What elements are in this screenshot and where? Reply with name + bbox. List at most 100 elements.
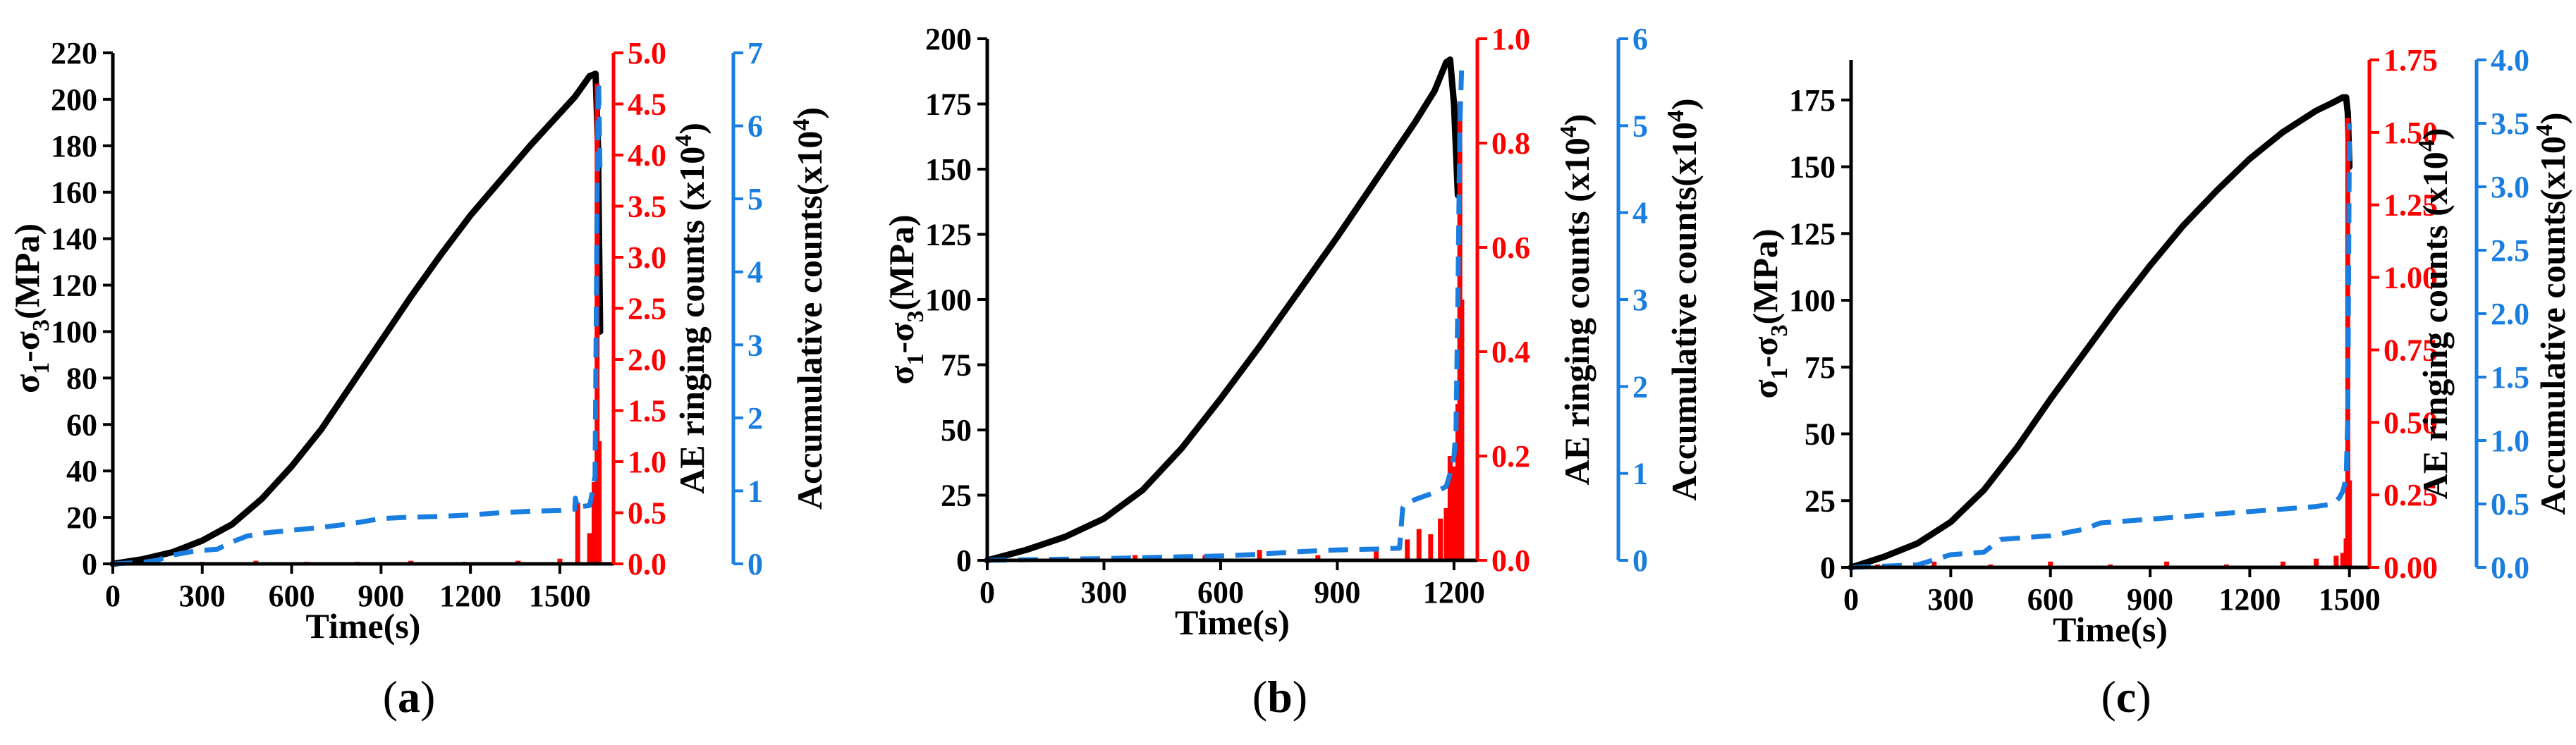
y-left-tick-label: 175 [925, 87, 972, 122]
y-accumulative-tick-label: 2 [1632, 369, 1648, 404]
y-axis-title-stress: σ1-σ3(MPa) [7, 223, 54, 393]
x-tick-label: 0 [979, 575, 995, 610]
x-axis-title: Time(s) [306, 606, 421, 646]
y-axis-title-stress: σ1-σ3(MPa) [1745, 228, 1793, 398]
y-title-part: -σ [1745, 336, 1785, 367]
y-left-tick-label: 180 [51, 129, 97, 164]
panel-label: (b) [1252, 672, 1307, 722]
y-axis-title-ringing: AE ringing counts (x104) [2414, 128, 2455, 500]
y-left-tick-label: 50 [941, 413, 972, 448]
panel-letter: a [398, 672, 420, 722]
y-title-part: σ [7, 374, 47, 393]
y-title-subscript: 3 [28, 319, 54, 331]
x-axis-title: Time(s) [1175, 603, 1290, 642]
y-title-part: σ [1745, 379, 1785, 398]
x-tick-label: 300 [179, 579, 226, 613]
y-accumulative-tick-label: 0.5 [2491, 487, 2529, 522]
panel-paren: ( [2101, 672, 2116, 722]
series-ae-ringing-counts [1062, 101, 1465, 560]
x-tick-label: 0 [1843, 582, 1859, 617]
y-axis-title-accumulative: Accumulative counts(x104) [1663, 98, 1704, 500]
y-title-part: (MPa) [881, 214, 921, 310]
y-left-tick-label: 125 [1789, 216, 1836, 251]
y-ringing-tick-label: 0.50 [2383, 405, 2438, 440]
y-axis-title-ringing: AE ringing counts (x104) [671, 123, 712, 494]
y-accumulative-tick-label: 7 [747, 36, 763, 70]
y-ringing-tick-label: 1.75 [2383, 43, 2438, 78]
y-axis-title-accumulative: Accumulative counts(x104) [2532, 112, 2572, 515]
title-part: ) [2533, 112, 2572, 124]
x-tick-label: 600 [2027, 582, 2074, 617]
y-left-tick-label: 100 [51, 314, 97, 349]
y-ringing-tick-label: 0.4 [1491, 335, 1530, 369]
series-ae-ringing-counts [1875, 118, 2352, 567]
title-part: Accumulative counts(x10 [2533, 136, 2572, 515]
y-ringing-tick-label: 1.5 [628, 394, 666, 429]
y-accumulative-tick-label: 3.0 [2491, 170, 2529, 204]
chart-panel-2: 0 300 600 900 120002550751001251501752000.00… [881, 22, 1704, 722]
series-accumulative-counts-line [112, 79, 603, 567]
x-tick-label: 1200 [439, 579, 501, 613]
x-tick-label: 300 [1927, 582, 1974, 617]
panel-label: (a) [383, 672, 436, 722]
y-left-tick-label: 75 [941, 348, 972, 383]
x-tick-label: 900 [2127, 582, 2173, 617]
y-left-tick-label: 150 [1789, 150, 1836, 185]
y-accumulative-tick-label: 2.0 [2491, 297, 2529, 331]
panel-paren: ) [420, 672, 435, 722]
y-ringing-tick-label: 1.0 [1491, 22, 1530, 56]
y-title-subscript: 3 [1766, 324, 1793, 336]
x-tick-label: 300 [1080, 575, 1127, 610]
y-left-tick-label: 75 [1805, 350, 1836, 385]
y-title-part: (MPa) [7, 223, 47, 319]
y-title-subscript: 3 [903, 310, 929, 322]
y-ringing-tick-label: 1.50 [2383, 116, 2438, 150]
x-tick-label: 900 [358, 579, 404, 613]
y-accumulative-tick-label: 6 [1632, 22, 1648, 56]
y-ringing-tick-label: 0.0 [628, 547, 666, 581]
y-accumulative-tick-label: 4 [747, 255, 763, 290]
x-tick-label: 1200 [2218, 582, 2281, 617]
y-ringing-tick-label: 1.25 [2383, 188, 2438, 223]
y-left-tick-label: 0 [1820, 550, 1836, 585]
y-left-tick-label: 125 [925, 218, 972, 252]
y-left-tick-label: 80 [66, 361, 97, 395]
y-ringing-tick-label: 0.0 [1491, 543, 1530, 578]
y-accumulative-tick-label: 5 [1632, 109, 1648, 143]
x-tick-label: 1200 [1423, 575, 1485, 610]
title-part: ) [2415, 128, 2455, 140]
chart-panel-1: 0 300 600 900 1200 15000204060801001201401601… [7, 36, 829, 722]
x-tick-label: 1500 [2319, 582, 2381, 617]
series-accumulative-counts-line [1850, 123, 2352, 570]
y-left-tick-label: 25 [1805, 484, 1836, 518]
y-title-part: -σ [7, 331, 47, 362]
y-ringing-tick-label: 1.00 [2383, 261, 2438, 295]
y-axis-title-accumulative: Accumulative counts(x104) [788, 107, 829, 510]
y-left-tick-label: 100 [1789, 283, 1836, 318]
y-ringing-tick-label: 1.0 [628, 445, 666, 479]
y-ringing-tick-label: 0.00 [2383, 550, 2438, 585]
y-ringing-tick-label: 0.6 [1491, 230, 1530, 265]
series-accumulative-counts-line [987, 64, 1465, 563]
y-accumulative-tick-label: 0 [1632, 543, 1648, 578]
y-accumulative-tick-label: 3.5 [2491, 106, 2529, 141]
y-left-tick-label: 220 [51, 36, 97, 70]
title-part: AE ringing counts (x10 [672, 147, 712, 494]
y-left-tick-label: 50 [1805, 417, 1836, 452]
y-accumulative-tick-label: 1.5 [2491, 360, 2529, 395]
x-tick-label: 900 [1314, 575, 1360, 610]
y-axis-title-stress: σ1-σ3(MPa) [881, 214, 929, 384]
x-axis-title: Time(s) [2053, 610, 2168, 649]
title-part: Accumulative counts(x10 [1664, 122, 1704, 500]
title-superscript: 4 [2532, 124, 2558, 136]
y-accumulative-tick-label: 1 [1632, 457, 1648, 491]
title-part: ) [672, 123, 712, 135]
x-tick-label: 600 [269, 579, 315, 613]
y-accumulative-tick-label: 6 [747, 109, 763, 144]
y-left-tick-label: 150 [925, 152, 972, 187]
y-title-subscript: 1 [903, 353, 929, 365]
y-ringing-tick-label: 3.0 [628, 240, 666, 275]
title-part: Accumulative counts(x10 [790, 131, 829, 510]
panel-letter: b [1267, 672, 1293, 722]
